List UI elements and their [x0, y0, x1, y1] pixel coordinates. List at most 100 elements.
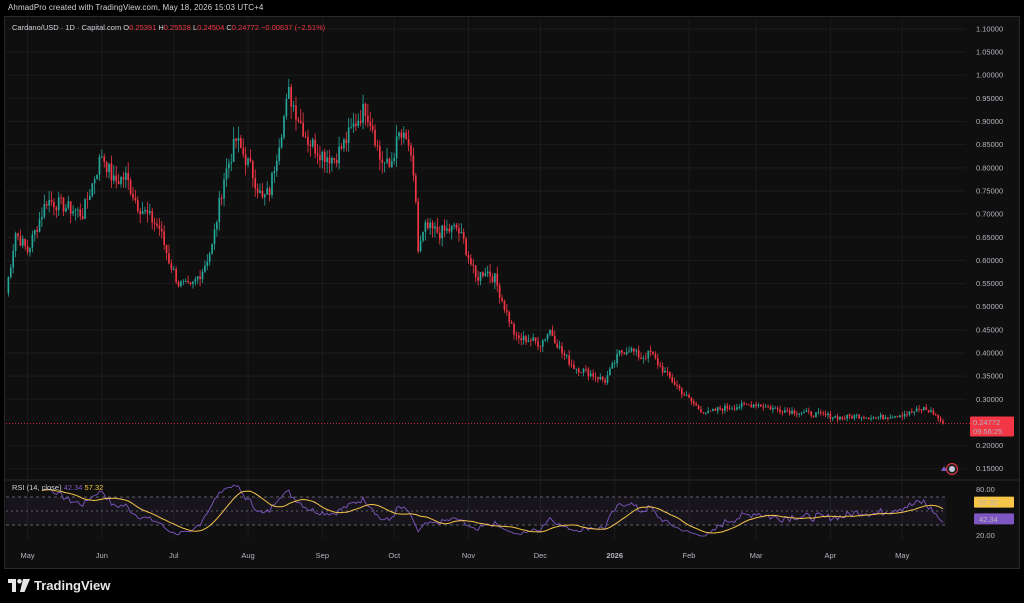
candle-body: [532, 337, 535, 341]
candle-body: [383, 162, 386, 164]
candle-body: [163, 231, 166, 245]
candle-body: [228, 163, 230, 169]
candle: [788, 407, 791, 416]
candle-body: [299, 121, 302, 123]
candle: [213, 223, 216, 250]
candle: [848, 413, 851, 420]
tradingview-logo[interactable]: TradingView: [8, 578, 110, 593]
candle-body: [86, 199, 89, 201]
candle: [654, 351, 657, 360]
candle-body: [436, 226, 439, 233]
candle: [168, 244, 170, 265]
candle: [266, 181, 269, 195]
candle: [235, 137, 237, 149]
candle-body: [702, 412, 705, 413]
candle: [390, 152, 393, 168]
grid-lines: [4, 18, 1020, 539]
candle-body: [786, 410, 789, 412]
candle: [786, 407, 789, 413]
candle-body: [692, 401, 695, 404]
candle: [810, 411, 813, 418]
candle: [860, 416, 863, 422]
candle-body: [539, 346, 542, 348]
candle: [795, 410, 798, 418]
candle-body: [877, 417, 880, 419]
candle-body: [297, 119, 300, 122]
candle: [101, 149, 103, 159]
candle: [676, 380, 678, 390]
candle-body: [31, 234, 34, 248]
candle-body: [355, 123, 357, 126]
candle-body: [690, 397, 693, 402]
time-tick-label: Oct: [388, 551, 401, 560]
candle: [364, 102, 367, 126]
candle-body: [836, 416, 839, 420]
candle: [328, 149, 331, 174]
candle: [177, 280, 180, 288]
price-tick-label: 0.90000: [976, 117, 1003, 126]
candle-body: [772, 408, 774, 410]
candle-body: [434, 226, 436, 229]
rsi-legend-rsi: 42.34: [64, 483, 85, 492]
candle: [350, 118, 352, 130]
rsi-tick-label: 20.00: [976, 531, 995, 540]
candle: [585, 365, 587, 373]
candle-body: [510, 322, 513, 324]
candle-body: [259, 190, 261, 193]
candle: [331, 155, 333, 172]
candle: [558, 340, 561, 350]
time-tick-label: Jul: [169, 551, 179, 560]
candle-body: [307, 136, 309, 145]
candle: [333, 157, 336, 164]
price-tick-label: 0.85000: [976, 140, 1003, 149]
candle: [855, 413, 858, 419]
candle: [280, 133, 283, 149]
attribution-text: AhmadPro created with TradingView.com, M…: [8, 3, 264, 12]
candle: [295, 96, 297, 131]
candle: [812, 415, 815, 418]
candle-body: [697, 405, 700, 410]
candle: [273, 166, 276, 183]
candle: [594, 372, 597, 382]
time-tick-label: May: [20, 551, 34, 560]
candle-body: [724, 405, 726, 411]
candle-body: [851, 416, 853, 419]
candle: [98, 154, 101, 181]
candle: [335, 153, 338, 168]
candle: [716, 406, 719, 414]
candle: [465, 236, 467, 257]
candle-body: [333, 158, 336, 161]
candle: [503, 299, 506, 313]
candle: [700, 405, 702, 414]
candle-body: [822, 412, 825, 414]
candle-body: [21, 238, 24, 246]
candle: [383, 162, 386, 173]
candle: [489, 264, 491, 284]
candle-body: [216, 222, 218, 230]
candle-body: [937, 415, 940, 419]
candle-body: [379, 146, 381, 160]
candle-body: [798, 413, 801, 415]
candle: [865, 417, 868, 419]
candle-body: [630, 348, 633, 352]
candle: [899, 414, 901, 419]
candle: [110, 155, 113, 188]
candle-body: [89, 195, 91, 200]
candle-body: [136, 200, 139, 212]
candle: [216, 220, 218, 237]
candle-body: [57, 197, 60, 211]
candle: [7, 276, 10, 297]
candle: [57, 191, 60, 216]
candle: [208, 251, 211, 266]
candle: [460, 223, 463, 234]
countdown-label: 09:56:25: [973, 427, 1002, 436]
candle-body: [889, 417, 892, 419]
candle: [934, 412, 937, 417]
candle: [122, 171, 125, 188]
candle-body: [803, 411, 805, 413]
rsi-ma-line: [41, 489, 944, 534]
candle-body: [132, 193, 134, 199]
candle: [683, 392, 686, 396]
time-tick-label: Nov: [462, 551, 476, 560]
